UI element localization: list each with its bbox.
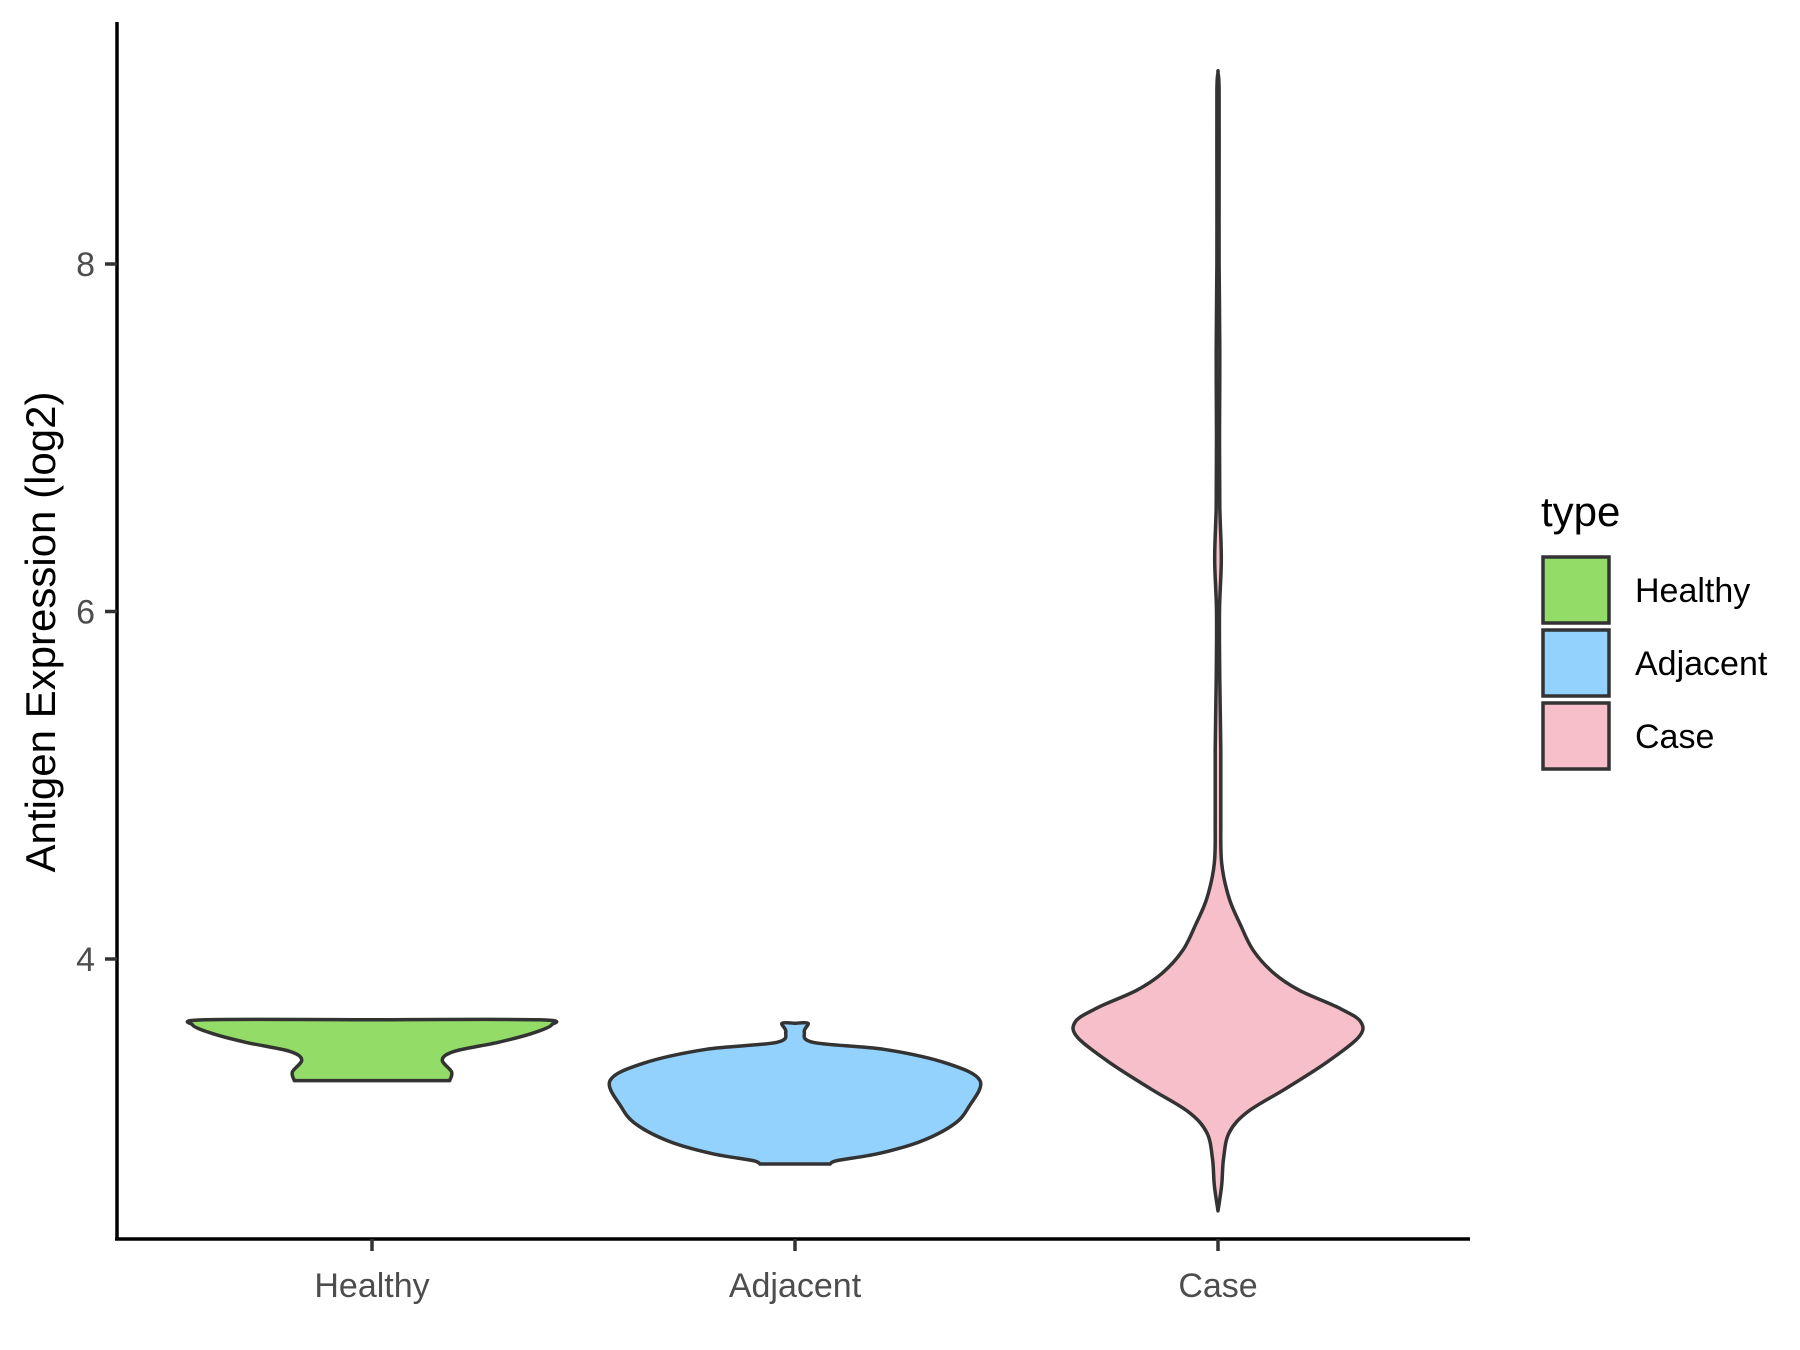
legend-label-case: Case — [1635, 718, 1714, 756]
violin-adjacent — [607, 1020, 983, 1166]
legend-key-case — [1541, 701, 1611, 771]
violin-case — [1071, 68, 1365, 1213]
y-tick-label: 4 — [76, 941, 95, 979]
y-ticks: 4 6 8 — [76, 246, 117, 979]
x-tick-label: Healthy — [314, 1267, 429, 1305]
legend-key-healthy — [1541, 555, 1611, 625]
y-tick-label: 6 — [76, 594, 95, 632]
legend-label-adjacent: Adjacent — [1635, 645, 1768, 683]
legend: type Healthy Adjacent Case — [1541, 488, 1768, 771]
y-tick-label: 8 — [76, 246, 95, 284]
axes — [115, 22, 1470, 1241]
plot-area — [185, 68, 1365, 1213]
legend-title: type — [1541, 488, 1620, 535]
y-axis-title: Antigen Expression (log2) — [17, 392, 64, 873]
x-tick-label: Case — [1178, 1267, 1257, 1305]
x-ticks: Healthy Adjacent Case — [314, 1239, 1258, 1305]
legend-key-adjacent — [1541, 628, 1611, 698]
legend-label-healthy: Healthy — [1635, 572, 1750, 610]
violin-healthy — [185, 1017, 559, 1083]
x-tick-label: Adjacent — [729, 1267, 862, 1305]
